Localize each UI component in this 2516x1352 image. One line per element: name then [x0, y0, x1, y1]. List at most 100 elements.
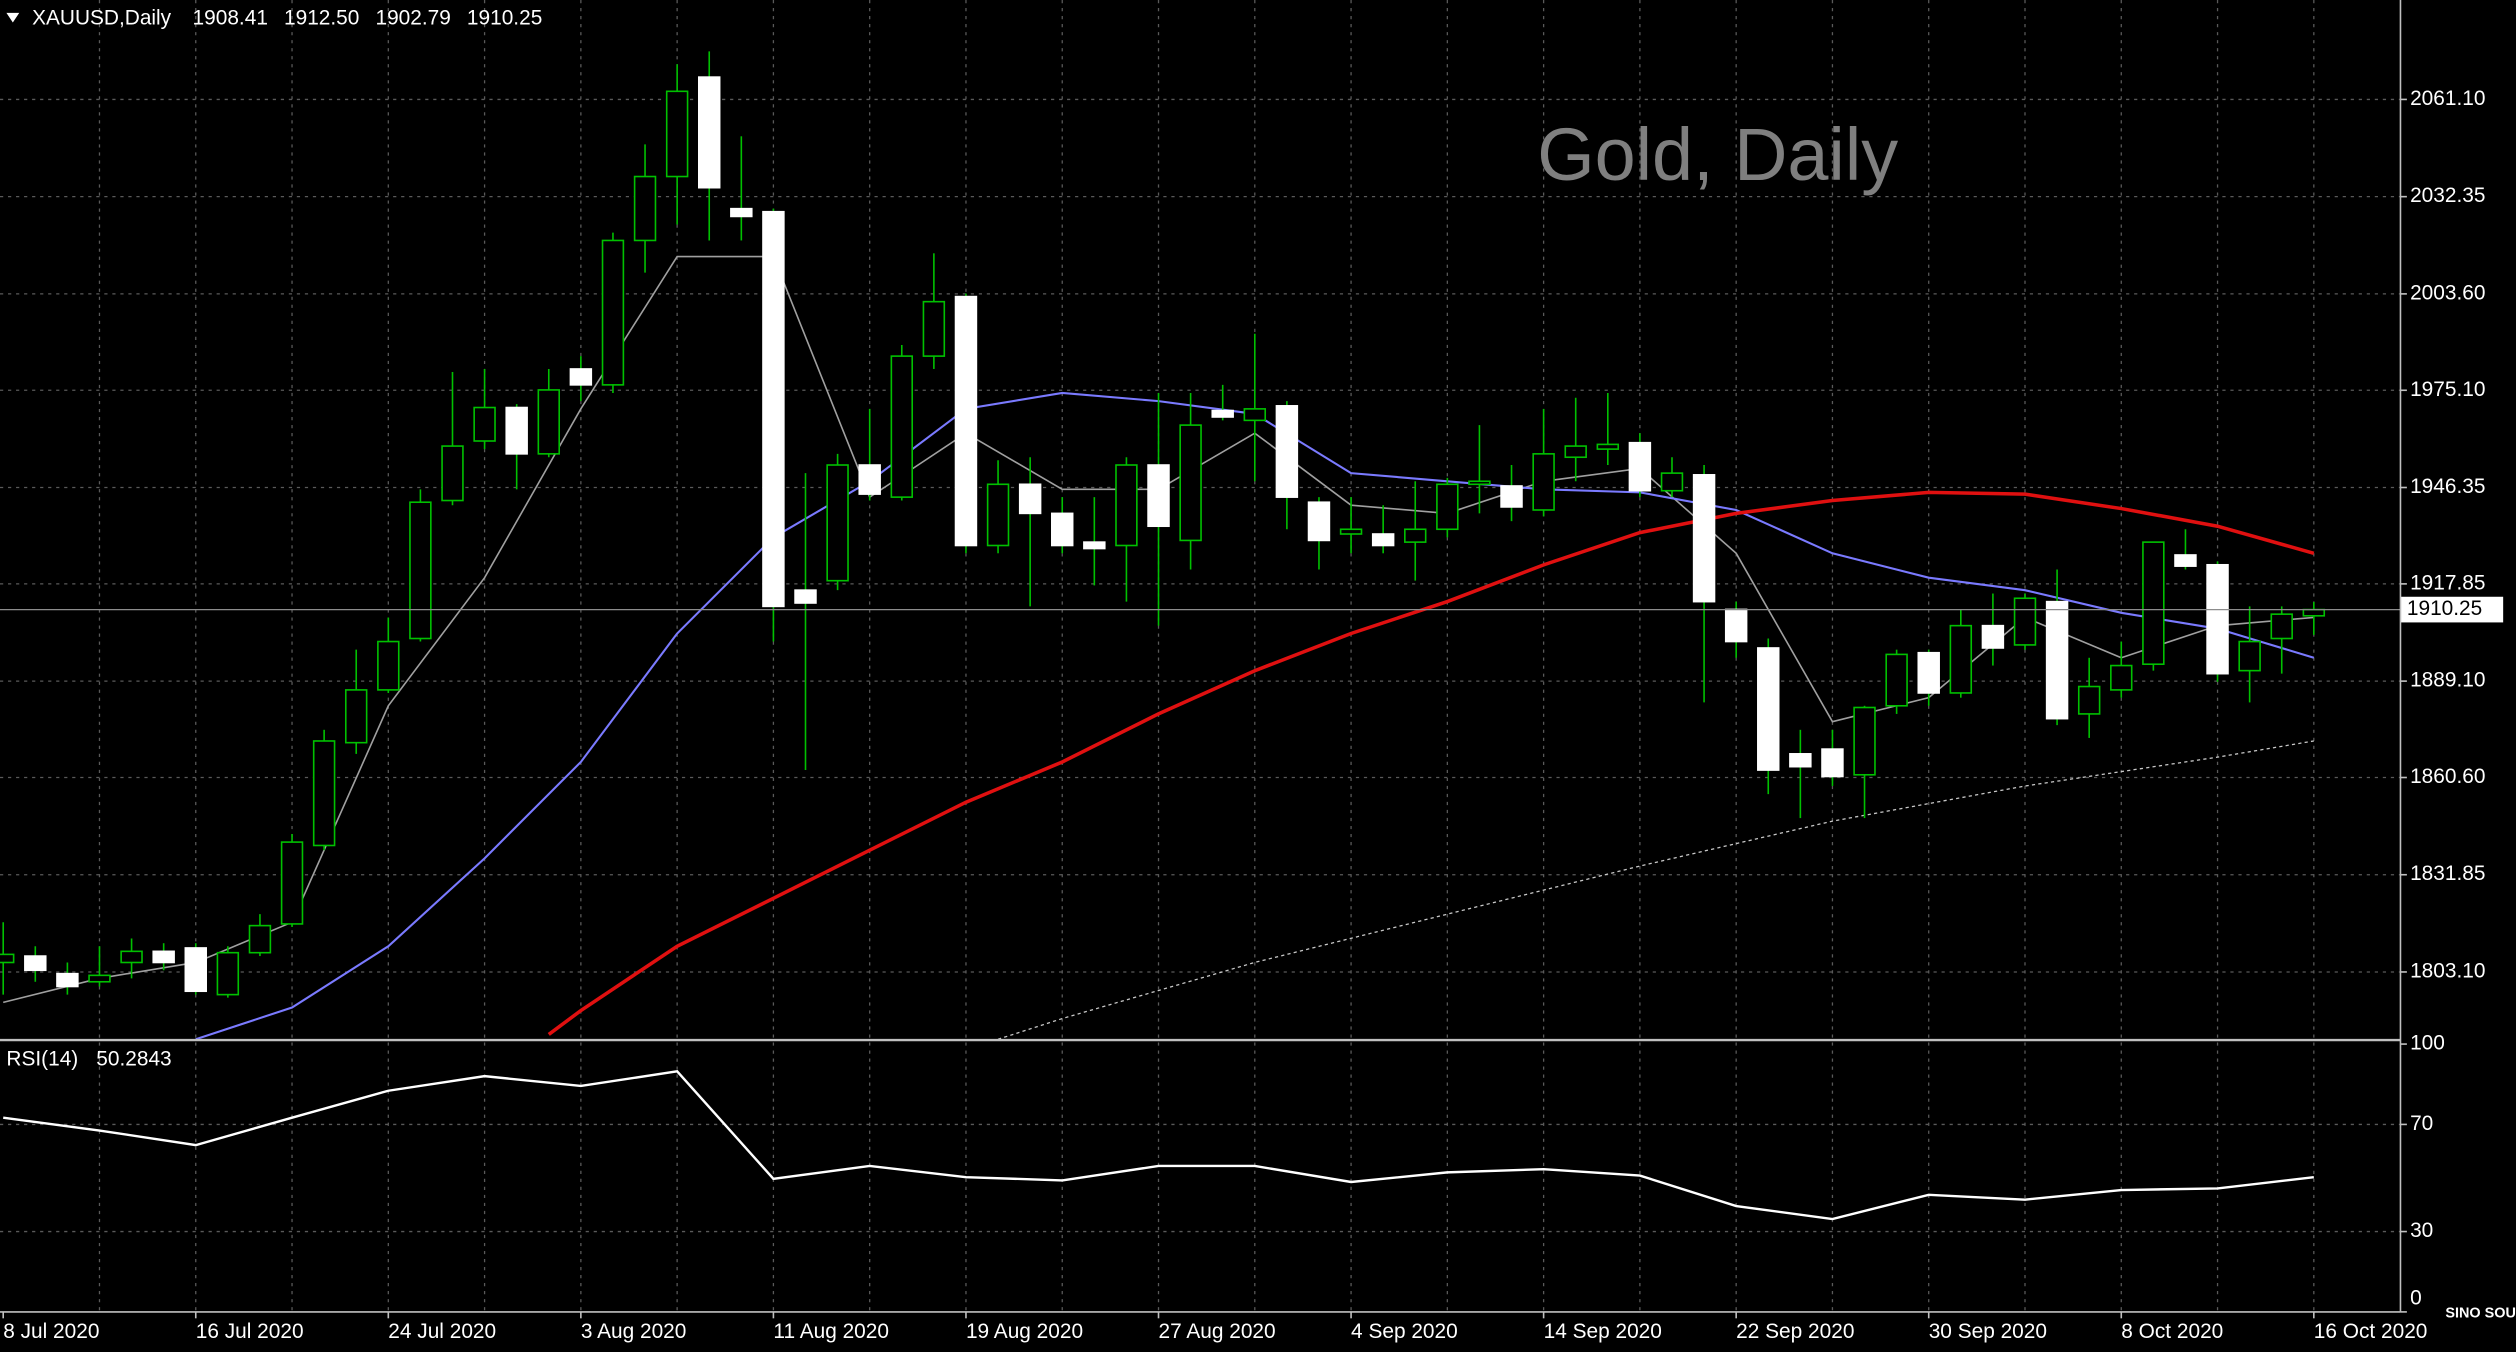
candle-body: [1917, 651, 1940, 694]
x-tick-label: 19 Aug 2020: [966, 1320, 1083, 1343]
candle-body: [344, 689, 368, 744]
x-tick-label: 3 Aug 2020: [581, 1320, 687, 1343]
x-tick-label: 14 Sep 2020: [1544, 1320, 1662, 1343]
y-tick-label: 30: [2410, 1219, 2433, 1242]
candle-body: [730, 207, 753, 218]
candle-body: [1307, 501, 1331, 542]
candle-body: [1660, 472, 1684, 492]
candle-body: [890, 355, 914, 498]
candle-body: [1596, 443, 1620, 450]
rsi-pane: [3, 1070, 2314, 1221]
candle-body: [1436, 483, 1459, 531]
y-tick-label: 70: [2410, 1112, 2433, 1135]
candle-body: [280, 841, 304, 925]
candle-body: [1564, 445, 1587, 459]
moving-average: [997, 740, 2314, 1040]
candle-body: [2013, 597, 2037, 646]
y-tick-label: 2032.35: [2410, 184, 2485, 207]
candle-body: [248, 924, 272, 954]
y-tick-label: 1917.85: [2410, 571, 2485, 594]
y-tick-label: 1975.10: [2410, 378, 2485, 401]
axes: 2061.10 2032.35 2003.60 1975.10 1946.35 1917.…: [2, 87, 2504, 1343]
candle-body: [794, 589, 817, 604]
candle-body: [1757, 647, 1780, 771]
candle-body: [24, 955, 47, 972]
x-tick-label: 8 Jul 2020: [3, 1320, 99, 1343]
y-tick-label: 1803.10: [2410, 959, 2485, 982]
quote-high: 1912.50: [284, 7, 359, 30]
candle-body: [1981, 624, 2005, 649]
candle-body: [762, 210, 785, 608]
menu-triangle[interactable]: [6, 12, 20, 23]
y-tick-label: 1860.60: [2410, 765, 2485, 788]
candle-body: [56, 972, 79, 988]
candle-body: [1404, 528, 1427, 543]
candle-body: [697, 76, 721, 189]
candle-body: [473, 406, 496, 442]
candle-body: [633, 175, 657, 242]
candle-body: [2077, 685, 2101, 715]
x-tick-label: 4 Sep 2020: [1351, 1320, 1458, 1343]
candle-body: [312, 740, 336, 847]
quote-open: 1908.41: [193, 7, 268, 30]
candle-body: [184, 947, 207, 993]
candle-body: [505, 406, 528, 455]
x-tick-label: 27 Aug 2020: [1159, 1320, 1276, 1343]
y-tick-label: 2061.10: [2410, 87, 2485, 110]
candle-body: [1532, 453, 1555, 511]
logo: SINO SOUND: [2445, 1305, 2516, 1321]
candle-body: [986, 483, 1010, 547]
price-label: 1910.25: [2407, 597, 2482, 620]
y-tick-label: 0: [2410, 1287, 2422, 1310]
y-tick-label: 2003.60: [2410, 281, 2485, 304]
candle-body: [1468, 480, 1491, 486]
candle-body: [2110, 664, 2133, 691]
candle-body: [1949, 624, 1973, 694]
candle-body: [2045, 600, 2069, 720]
x-tick-label: 16 Oct 2020: [2314, 1320, 2428, 1343]
candle-body: [120, 950, 143, 964]
x-tick-label: 11 Aug 2020: [773, 1320, 889, 1343]
candle-body: [88, 974, 111, 983]
candle-body: [2238, 640, 2261, 672]
x-tick-label: 30 Sep 2020: [1929, 1320, 2047, 1343]
candle-body: [954, 295, 978, 547]
candle-body: [537, 389, 561, 455]
rsi-value: 50.2843: [96, 1048, 171, 1071]
candle-body: [1500, 485, 1523, 508]
y-tick-label: 1889.10: [2410, 669, 2485, 692]
moving-average: [547, 490, 2315, 1036]
candle-body: [922, 300, 946, 357]
y-tick-label: 1946.35: [2410, 475, 2485, 498]
candle-body: [2174, 554, 2197, 567]
candle-body: [1885, 653, 1908, 707]
candle-body: [1147, 464, 1170, 528]
candle-body: [1051, 512, 1074, 547]
candle-body: [409, 501, 432, 640]
candle-body: [1115, 464, 1138, 547]
watermark: Gold, Daily: [1537, 113, 1898, 196]
x-tick-label: 24 Jul 2020: [388, 1320, 496, 1343]
rsi-title: RSI(14): [6, 1048, 78, 1071]
candle-body: [858, 464, 881, 495]
candle-body: [826, 464, 849, 582]
rsi-line: [3, 1070, 2314, 1221]
main-pane: [0, 51, 2401, 1040]
candle-body: [1179, 424, 1202, 542]
x-tick-label: 16 Jul 2020: [196, 1320, 304, 1343]
candle-body: [601, 239, 625, 386]
candle-body: [1371, 533, 1395, 547]
candle-body: [1275, 405, 1299, 498]
candle-body: [1211, 409, 1234, 418]
candle-body: [569, 368, 593, 386]
y-tick-label: 100: [2410, 1032, 2445, 1055]
candle-body: [1789, 753, 1812, 768]
candle-body: [1243, 408, 1267, 422]
candle-body: [665, 90, 689, 178]
candle-body: [2270, 613, 2293, 640]
candle-body: [1821, 748, 1844, 778]
quote-low: 1902.79: [375, 7, 450, 30]
